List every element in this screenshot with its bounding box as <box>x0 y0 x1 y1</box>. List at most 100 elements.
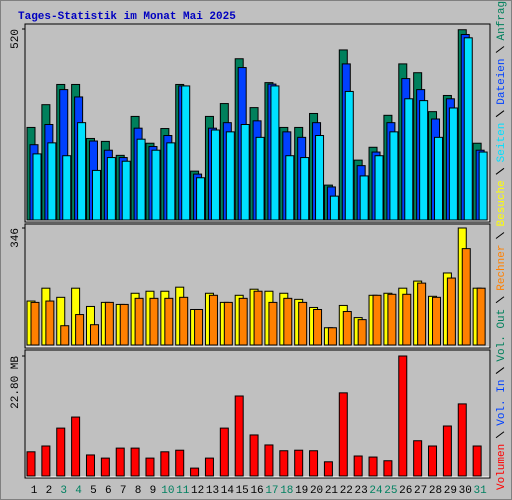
bar <box>428 445 438 477</box>
bar <box>145 457 155 477</box>
legend-separator <box>495 167 505 175</box>
bar <box>419 100 429 221</box>
bar <box>285 155 295 221</box>
bar <box>71 416 81 477</box>
bar <box>300 157 310 221</box>
bar <box>121 160 131 221</box>
bar <box>240 124 250 221</box>
bar <box>478 151 488 221</box>
y-tick-label: 346 <box>10 228 22 248</box>
bar <box>359 175 369 221</box>
bar <box>196 177 206 221</box>
bar <box>342 311 352 346</box>
x-tick-label: 10 <box>161 485 174 497</box>
bar <box>30 301 40 346</box>
bar <box>476 287 486 346</box>
x-tick-label: 1 <box>31 485 38 497</box>
bar <box>315 135 325 221</box>
bar <box>253 290 263 346</box>
bar <box>106 157 116 221</box>
bar <box>190 467 200 477</box>
bar <box>461 248 471 346</box>
bar <box>160 451 170 477</box>
x-tick-label: 21 <box>325 485 339 497</box>
x-tick-label: 16 <box>250 485 263 497</box>
bar <box>56 427 66 477</box>
x-tick-label: 23 <box>355 485 368 497</box>
bar <box>219 427 229 477</box>
x-tick-label: 28 <box>429 485 442 497</box>
x-tick-label: 26 <box>399 485 412 497</box>
bar <box>323 461 333 477</box>
bar <box>234 395 244 477</box>
bar <box>204 457 214 477</box>
bar <box>166 142 176 221</box>
bar <box>45 300 55 346</box>
bar <box>181 85 191 221</box>
bar <box>374 155 384 221</box>
bar <box>446 277 456 346</box>
legend-separator <box>495 431 505 439</box>
bar <box>208 294 218 346</box>
bar <box>402 293 412 346</box>
bar <box>26 451 36 477</box>
bar <box>115 447 125 477</box>
bar <box>100 457 110 477</box>
y-tick-label: 520 <box>10 29 22 49</box>
x-tick-label: 3 <box>60 485 67 497</box>
bar <box>327 327 337 346</box>
legend-label: Seiten <box>496 123 508 163</box>
legend-separator <box>495 46 505 53</box>
bar <box>357 319 367 346</box>
bar <box>164 297 174 346</box>
bar <box>85 454 95 477</box>
x-tick-label: 5 <box>90 485 97 497</box>
legend-separator <box>495 367 505 374</box>
bar <box>457 403 467 477</box>
x-tick-label: 6 <box>105 485 112 497</box>
x-tick-label: 20 <box>310 485 323 497</box>
bar <box>353 455 363 477</box>
bar <box>338 392 348 477</box>
bar <box>432 296 442 346</box>
bar <box>130 447 140 477</box>
bar <box>413 440 423 477</box>
x-tick-label: 31 <box>474 485 488 497</box>
x-tick-label: 30 <box>459 485 472 497</box>
bar <box>104 301 114 346</box>
bar <box>41 445 51 477</box>
legend-label: Volumen <box>496 444 508 490</box>
bar <box>404 98 414 221</box>
bar <box>89 324 99 346</box>
bar <box>179 296 189 346</box>
bar <box>283 297 293 346</box>
x-tick-label: 4 <box>75 485 82 497</box>
legend-separator <box>495 296 505 304</box>
bar <box>47 142 57 221</box>
x-tick-label: 19 <box>295 485 308 497</box>
x-tick-label: 22 <box>340 485 353 497</box>
legend-label: Dateien <box>496 58 508 104</box>
x-tick-label: 11 <box>176 485 190 497</box>
x-tick-label: 2 <box>46 485 53 497</box>
bar <box>255 136 265 221</box>
bar <box>368 456 378 477</box>
legend-label: Vol. In <box>496 380 508 426</box>
x-tick-label: 14 <box>221 485 235 497</box>
bar <box>329 195 339 221</box>
x-tick-label: 18 <box>280 485 293 497</box>
legend-label: Vol. Out <box>496 309 508 362</box>
x-tick-label: 24 <box>369 485 383 497</box>
legend-separator <box>495 110 505 118</box>
bar <box>238 297 248 346</box>
bar <box>249 434 259 477</box>
x-tick-label: 12 <box>191 485 204 497</box>
bar <box>210 129 220 221</box>
bar <box>279 450 289 477</box>
x-tick-label: 9 <box>150 485 157 497</box>
bar <box>434 136 444 221</box>
bar <box>387 293 397 346</box>
bar <box>60 325 70 346</box>
chart-title: Tages-Statistik im Monat Mai 2025 <box>18 11 236 23</box>
x-tick-label: 25 <box>384 485 397 497</box>
